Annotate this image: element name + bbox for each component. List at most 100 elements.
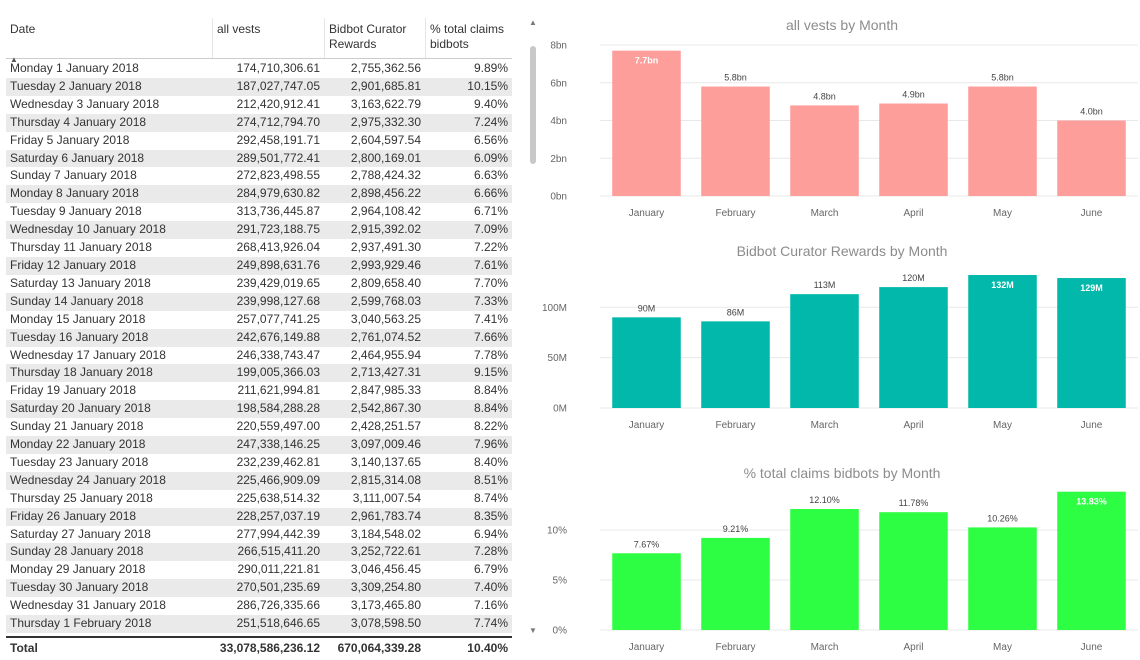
total-all-vests: 33,078,586,236.12 (219, 641, 320, 655)
table-row[interactable]: Sunday 28 January 2018 266,515,411.20 3,25… (6, 543, 512, 562)
bar[interactable] (701, 321, 770, 408)
bar[interactable] (790, 294, 859, 408)
cell-all-vests: 232,239,462.81 (236, 454, 320, 469)
table-row[interactable]: Wednesday 3 January 2018 212,420,912.41 3,… (6, 96, 512, 114)
column-header-bidbot-curator-rewards[interactable]: Bidbot Curator Rewards (329, 22, 407, 51)
table-row[interactable]: Thursday 1 February 2018 251,518,646.65 3,… (6, 615, 512, 633)
cell-date: Tuesday 16 January 2018 (10, 329, 149, 344)
bar[interactable] (1057, 278, 1126, 408)
bar[interactable] (1057, 120, 1126, 197)
cell-pct-claims: 8.84% (473, 383, 508, 398)
bar[interactable] (968, 527, 1037, 630)
table-row[interactable]: Tuesday 9 January 2018 313,736,445.87 2,96… (6, 203, 512, 221)
table-row[interactable]: Thursday 25 January 2018 225,638,514.32 3,… (6, 490, 512, 508)
bar[interactable] (968, 86, 1037, 196)
column-divider[interactable] (212, 18, 213, 58)
cell-all-vests: 225,638,514.32 (236, 490, 320, 505)
sort-ascending-icon[interactable]: ▲ (10, 55, 18, 64)
data-label: 129M (1080, 283, 1103, 293)
cell-all-vests: 199,005,366.03 (236, 365, 320, 380)
table-row[interactable]: Sunday 14 January 2018 239,998,127.68 2,59… (6, 292, 512, 311)
cell-bidbot-curator-rewards: 2,901,685.81 (350, 78, 421, 93)
cell-pct-claims: 7.61% (473, 257, 508, 272)
bar[interactable] (879, 287, 948, 408)
table-header: Date all vests Bidbot Curator Rewards % … (6, 18, 512, 64)
chevron-down-icon[interactable]: ▼ (529, 626, 537, 635)
bar[interactable] (1057, 491, 1126, 630)
table-row[interactable]: Monday 15 January 2018 257,077,741.25 3,04… (6, 311, 512, 329)
cell-bidbot-curator-rewards: 2,915,392.02 (350, 222, 421, 237)
table-row[interactable]: Tuesday 30 January 2018 270,501,235.69 3,3… (6, 579, 512, 598)
table-row[interactable]: Tuesday 16 January 2018 242,676,149.88 2,7… (6, 328, 512, 347)
cell-bidbot-curator-rewards: 3,111,007.54 (352, 490, 421, 505)
bar[interactable] (612, 553, 681, 630)
table-row[interactable]: Monday 29 January 2018 290,011,221.81 3,04… (6, 561, 512, 579)
table-row[interactable]: Thursday 18 January 2018 199,005,366.03 2,… (6, 364, 512, 383)
table-scrollbar[interactable]: ▲ ▼ (528, 18, 538, 640)
cell-pct-claims: 9.15% (473, 365, 508, 380)
column-header-date[interactable]: Date (10, 22, 36, 36)
x-tick-label: May (993, 208, 1012, 219)
cell-bidbot-curator-rewards: 2,761,074.52 (350, 329, 421, 344)
cell-date: Saturday 6 January 2018 (10, 150, 145, 165)
cell-all-vests: 270,501,235.69 (236, 580, 320, 595)
table-row[interactable]: Tuesday 23 January 2018 232,239,462.81 3,1… (6, 454, 512, 472)
table-row[interactable]: Wednesday 24 January 2018 225,466,909.09 2… (6, 471, 512, 490)
cell-pct-claims: 7.33% (473, 293, 508, 308)
cell-all-vests: 290,011,221.81 (237, 562, 320, 577)
table-row[interactable]: Saturday 6 January 2018 289,501,772.41 2,8… (6, 149, 512, 168)
table-row[interactable]: Thursday 4 January 2018 274,712,794.70 2,9… (6, 113, 512, 132)
chart-bidbot-curator-rewards-by-month[interactable]: Bidbot Curator Rewards by Month 0M 50M 100M… (540, 240, 1140, 436)
table-row[interactable]: Saturday 13 January 2018 239,429,019.65 2,… (6, 275, 512, 293)
cell-all-vests: 257,077,741.25 (236, 311, 320, 326)
y-tick-label: 8bn (550, 41, 567, 52)
bar[interactable] (968, 275, 1037, 408)
table-row[interactable]: Wednesday 17 January 2018 246,338,743.47 2… (6, 347, 512, 365)
chart-all-vests-by-month[interactable]: all vests by Month 0bn 2bn 4bn 6bn 8bn 7.7bn Ja… (540, 14, 1140, 224)
table-row[interactable]: Wednesday 10 January 2018 291,723,188.75 2… (6, 221, 512, 240)
column-header-pct-total-claims[interactable]: % total claims bidbots (430, 22, 505, 51)
table-row[interactable]: Saturday 27 January 2018 277,994,442.39 3,… (6, 526, 512, 544)
column-divider[interactable] (324, 18, 325, 58)
cell-all-vests: 174,710,306.61 (236, 61, 320, 75)
cell-pct-claims: 8.40% (473, 454, 508, 469)
table-row[interactable]: Monday 8 January 2018 284,979,630.82 2,898… (6, 185, 512, 204)
chevron-up-icon[interactable]: ▲ (529, 18, 537, 27)
cell-bidbot-curator-rewards: 2,800,169.01 (350, 150, 421, 165)
table-row[interactable]: Tuesday 2 January 2018 187,027,747.05 2,90… (6, 77, 512, 96)
x-tick-label: April (903, 642, 923, 653)
column-header-all-vests[interactable]: all vests (217, 22, 261, 36)
bar[interactable] (612, 317, 681, 408)
bar[interactable] (790, 105, 859, 196)
table-row[interactable]: Sunday 21 January 2018 220,559,497.00 2,42… (6, 418, 512, 436)
table-row[interactable]: Friday 19 January 2018 211,621,994.81 2,84… (6, 382, 512, 400)
table-row[interactable]: Friday 5 January 2018 292,458,191.71 2,604… (6, 132, 512, 150)
table-row[interactable]: Monday 22 January 2018 247,338,146.25 3,09… (6, 436, 512, 454)
scrollbar-thumb[interactable] (530, 46, 536, 164)
table-row[interactable]: Wednesday 31 January 2018 286,726,335.66 3… (6, 597, 512, 615)
column-divider[interactable] (425, 18, 426, 58)
data-label: 5.8bn (724, 73, 747, 83)
table-row[interactable]: Friday 12 January 2018 249,898,631.76 2,99… (6, 256, 512, 275)
cell-bidbot-curator-rewards: 2,961,783.74 (350, 508, 421, 523)
bar[interactable] (879, 512, 948, 630)
bar[interactable] (790, 509, 859, 630)
cell-bidbot-curator-rewards: 3,040,563.25 (350, 311, 421, 326)
table-row[interactable]: Friday 26 January 2018 228,257,037.19 2,96… (6, 507, 512, 526)
total-bidbot-curator-rewards: 670,064,339.28 (337, 641, 421, 655)
table-row[interactable]: Sunday 7 January 2018 272,823,498.55 2,788… (6, 167, 512, 185)
chart-pct-total-claims-by-month[interactable]: % total claims bidbots by Month 0% 5% 10% 7.… (540, 462, 1140, 658)
bar[interactable] (701, 86, 770, 196)
cell-date: Sunday 14 January 2018 (10, 293, 144, 308)
table-row[interactable]: Thursday 11 January 2018 268,413,926.04 2,… (6, 239, 512, 257)
chart-title: Bidbot Curator Rewards by Month (737, 243, 948, 259)
bar[interactable] (701, 537, 770, 630)
cell-all-vests: 313,736,445.87 (236, 204, 320, 219)
table-row[interactable]: Saturday 20 January 2018 198,584,288.28 2,… (6, 400, 512, 419)
cell-pct-claims: 7.16% (473, 598, 508, 613)
cell-pct-claims: 9.40% (473, 96, 508, 111)
bar[interactable] (612, 50, 681, 196)
bar[interactable] (879, 103, 948, 196)
table-row[interactable]: Monday 1 January 2018 174,710,306.61 2,755… (6, 60, 512, 78)
cell-all-vests: 228,257,037.19 (236, 508, 320, 523)
